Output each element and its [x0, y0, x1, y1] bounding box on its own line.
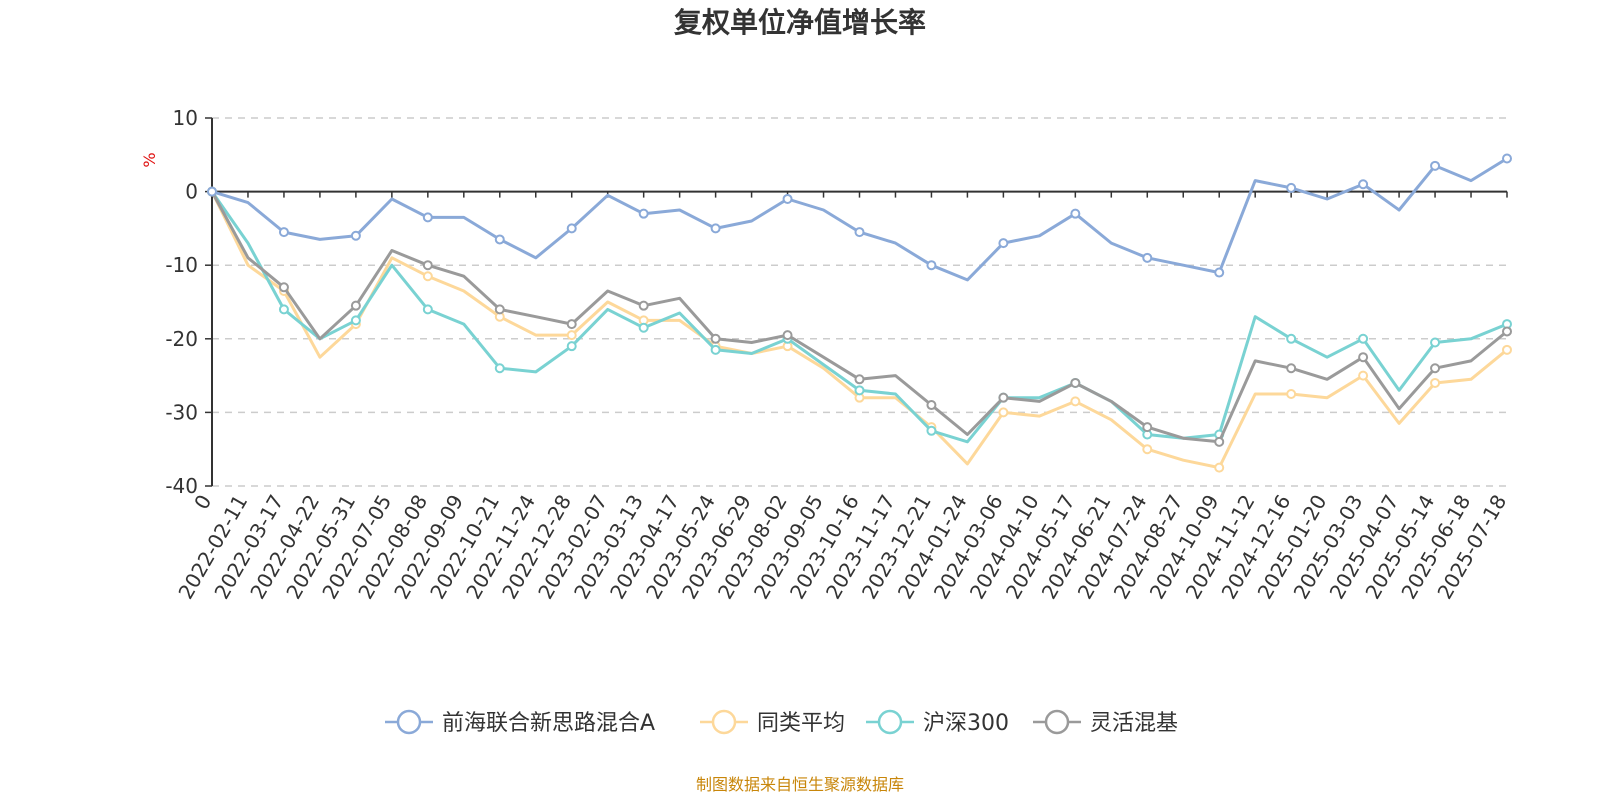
y-tick-labels: 10 0 -10 -20 -30 -40 — [165, 106, 198, 498]
legend-item-0[interactable]: 前海联合新思路混合A — [385, 709, 655, 736]
data-point — [1430, 377, 1441, 388]
data-point — [494, 304, 505, 315]
data-point — [1286, 182, 1297, 193]
data-point — [710, 344, 721, 355]
data-point — [1430, 363, 1441, 374]
data-point — [1430, 337, 1441, 348]
data-point — [207, 186, 217, 197]
y-axis-label: % — [140, 152, 159, 167]
data-point — [1214, 436, 1225, 447]
data-point — [1358, 333, 1369, 344]
data-point — [1142, 422, 1153, 433]
data-point — [278, 304, 289, 315]
legend-item-2[interactable]: 沪深300 — [866, 709, 1009, 736]
data-point — [1214, 267, 1225, 278]
data-point — [1070, 208, 1081, 219]
data-point — [422, 304, 433, 315]
data-source-note: 制图数据来自恒生聚源数据库 — [696, 775, 904, 794]
data-point — [1070, 396, 1081, 407]
data-point — [1142, 252, 1153, 263]
data-point — [638, 322, 649, 333]
legend-marker — [711, 709, 737, 735]
data-point — [1070, 377, 1081, 388]
data-point — [926, 260, 937, 271]
data-point — [782, 193, 793, 204]
data-point — [566, 330, 577, 341]
data-point — [854, 374, 865, 385]
data-point — [350, 230, 361, 241]
data-point — [566, 341, 577, 352]
data-point — [1502, 344, 1512, 355]
x-tick-labels: 02022-02-112022-03-172022-04-222022-05-3… — [173, 491, 1511, 604]
data-point — [998, 407, 1009, 418]
data-point — [1358, 352, 1369, 363]
y-tick-label: -40 — [165, 474, 198, 498]
data-point — [926, 425, 937, 436]
data-point — [1142, 444, 1153, 455]
data-point — [278, 282, 289, 293]
y-tick-label: 0 — [185, 180, 198, 204]
data-point — [998, 392, 1009, 403]
legend-label: 同类平均 — [757, 711, 845, 736]
data-point — [1286, 389, 1297, 399]
data-point — [494, 363, 505, 374]
data-point — [422, 212, 433, 223]
x-tick-label: 0 — [189, 491, 216, 514]
data-point — [710, 333, 721, 344]
data-point — [710, 223, 721, 234]
data-point — [926, 400, 937, 411]
legend-item-3[interactable]: 灵活混基 — [1033, 709, 1178, 736]
data-point — [278, 227, 289, 238]
y-tick-label: -10 — [165, 253, 198, 277]
data-point — [1286, 333, 1297, 344]
axes — [205, 117, 1508, 487]
data-point — [350, 300, 361, 311]
data-point — [494, 234, 505, 245]
data-point — [422, 271, 433, 282]
series-line-0 — [211, 157, 1508, 282]
data-point — [1358, 179, 1369, 190]
series-lines — [207, 153, 1512, 473]
legend-marker — [1044, 709, 1070, 735]
data-point — [854, 385, 865, 396]
y-tick-label: -20 — [165, 327, 198, 351]
data-point — [1358, 370, 1369, 381]
legend[interactable]: 前海联合新思路混合A 同类平均 沪深300 灵活混基 — [385, 709, 1178, 736]
data-point — [638, 300, 649, 311]
data-point — [1430, 160, 1441, 171]
y-tick-label: -30 — [165, 400, 198, 424]
legend-item-1[interactable]: 同类平均 — [700, 709, 845, 736]
legend-label: 前海联合新思路混合A — [442, 711, 655, 736]
data-point — [1502, 153, 1512, 164]
data-point — [1286, 363, 1297, 374]
legend-marker — [396, 709, 422, 735]
legend-label: 灵活混基 — [1090, 711, 1178, 736]
data-point — [998, 238, 1009, 249]
data-point — [854, 227, 865, 238]
chart-title: 复权单位净值增长率 — [674, 6, 926, 39]
y-tick-label: 10 — [173, 106, 198, 130]
data-point — [422, 260, 433, 271]
grid-lines — [212, 117, 1507, 487]
data-point — [638, 208, 649, 219]
data-point — [1214, 462, 1225, 473]
data-point — [566, 223, 577, 234]
data-point — [566, 319, 577, 330]
data-point — [350, 315, 361, 326]
data-point — [782, 330, 793, 341]
legend-label: 沪深300 — [923, 711, 1009, 736]
legend-marker — [877, 709, 903, 735]
data-point — [1502, 326, 1512, 337]
